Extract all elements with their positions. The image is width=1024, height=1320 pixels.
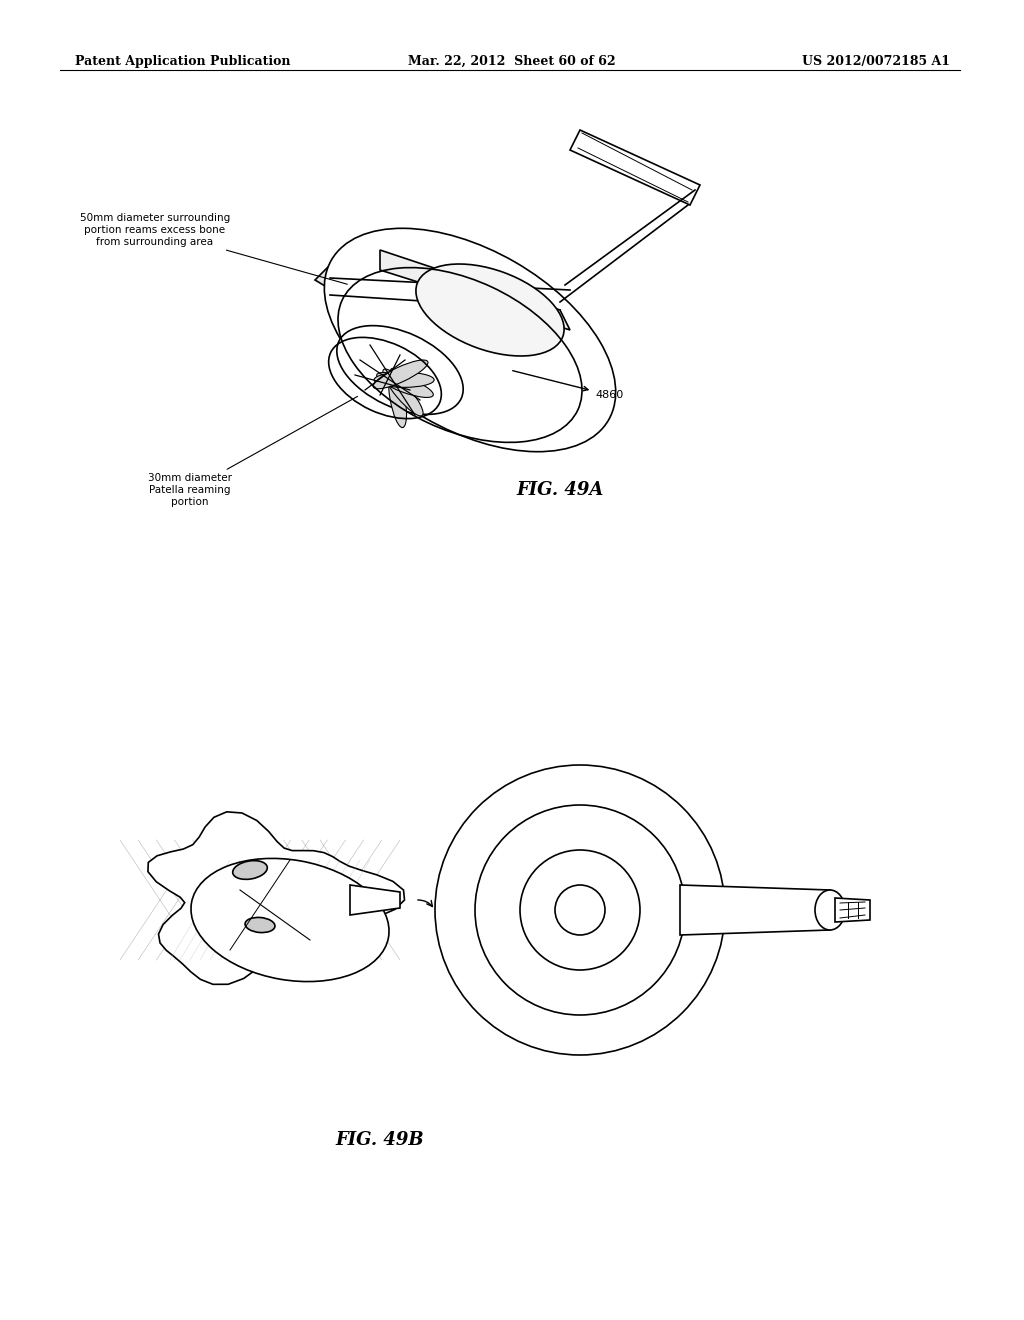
- Ellipse shape: [325, 228, 615, 451]
- Text: 30mm diameter
Patella reaming
portion: 30mm diameter Patella reaming portion: [148, 396, 357, 507]
- Text: 4860: 4860: [513, 371, 624, 400]
- Ellipse shape: [377, 372, 433, 397]
- Text: FIG. 49A: FIG. 49A: [516, 480, 604, 499]
- Text: Mar. 22, 2012  Sheet 60 of 62: Mar. 22, 2012 Sheet 60 of 62: [409, 55, 615, 69]
- Ellipse shape: [520, 850, 640, 970]
- Ellipse shape: [416, 264, 564, 356]
- Ellipse shape: [374, 372, 434, 387]
- Polygon shape: [315, 265, 380, 310]
- Ellipse shape: [245, 917, 275, 933]
- Text: 50mm diameter surrounding
portion reams excess bone
from surrounding area: 50mm diameter surrounding portion reams …: [80, 214, 347, 284]
- Text: Patent Application Publication: Patent Application Publication: [75, 55, 291, 69]
- Ellipse shape: [435, 766, 725, 1055]
- Polygon shape: [835, 898, 870, 921]
- Ellipse shape: [383, 370, 423, 416]
- Polygon shape: [570, 129, 700, 205]
- Text: FIG. 49B: FIG. 49B: [336, 1131, 424, 1148]
- Ellipse shape: [555, 884, 605, 935]
- Ellipse shape: [475, 805, 685, 1015]
- Ellipse shape: [815, 890, 845, 931]
- Polygon shape: [680, 884, 830, 935]
- Text: US 2012/0072185 A1: US 2012/0072185 A1: [802, 55, 950, 69]
- Polygon shape: [350, 884, 400, 915]
- Polygon shape: [380, 249, 570, 330]
- Ellipse shape: [232, 861, 267, 879]
- Ellipse shape: [388, 368, 407, 428]
- Ellipse shape: [190, 858, 389, 982]
- Polygon shape: [147, 812, 404, 985]
- Ellipse shape: [373, 360, 428, 389]
- Ellipse shape: [337, 326, 463, 414]
